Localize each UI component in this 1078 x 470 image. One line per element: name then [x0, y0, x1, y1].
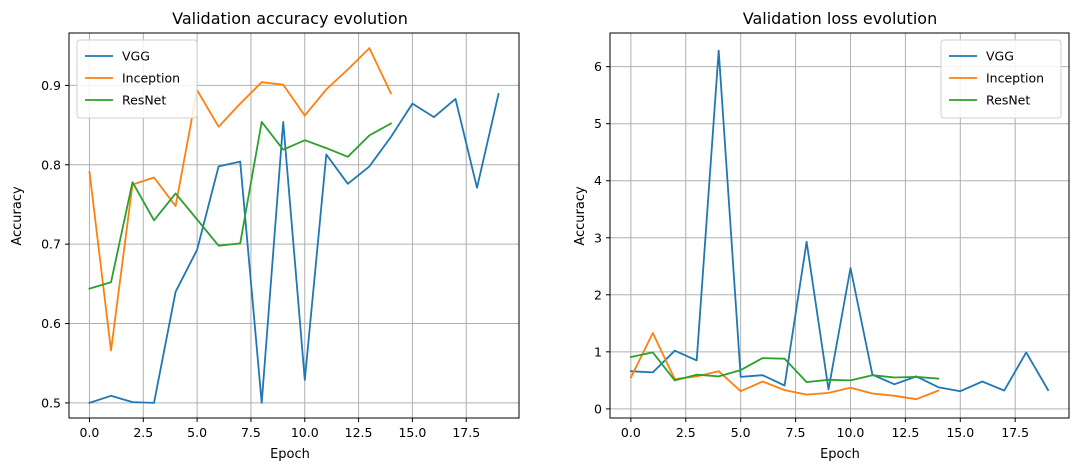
loss-x-ticks: 0.0 2.5 5.0 7.5 10.0 12.5 15.0 17.5: [621, 418, 1029, 440]
accuracy-series-vgg-line: [88, 93, 500, 405]
accuracy-series-resnet-line: [88, 121, 393, 290]
accuracy-y-tick-label: 0.9: [41, 78, 61, 93]
loss-legend-box: [940, 39, 1062, 119]
accuracy-x-tick-label: 0.0: [80, 425, 100, 440]
loss-y-tick-label: 1: [594, 344, 602, 359]
loss-chart: Validation loss evolution 0.0 2.5 5.0 7.5 10…: [573, 9, 1070, 462]
accuracy-chart-title: Validation accuracy evolution: [172, 9, 408, 28]
loss-legend: VGG Inception ResNet: [940, 39, 1062, 119]
loss-x-tick-label: 7.5: [786, 425, 806, 440]
accuracy-y-tick-label: 0.8: [41, 157, 61, 172]
loss-series-resnet-line: [629, 351, 940, 384]
loss-series-lines: [629, 49, 1050, 401]
loss-x-tick-label: 12.5: [891, 425, 919, 440]
accuracy-x-tick-label: 15.0: [398, 425, 426, 440]
loss-x-tick-label: 10.0: [837, 425, 865, 440]
accuracy-x-tick-label: 10.0: [291, 425, 319, 440]
accuracy-y-tick-label: 0.6: [41, 316, 61, 331]
accuracy-legend-label-vgg: VGG: [122, 49, 150, 64]
accuracy-x-ticks: 0.0 2.5 5.0 7.5 10.0 12.5 15.0 17.5: [80, 418, 480, 440]
loss-series-inception-line: [629, 332, 940, 401]
loss-grid: [610, 33, 1069, 418]
loss-legend-label-inception: Inception: [986, 71, 1044, 86]
loss-x-tick-label: 0.0: [621, 425, 641, 440]
loss-y-tick-label: 0: [594, 401, 602, 416]
loss-y-tick-label: 4: [594, 173, 602, 188]
loss-legend-label-vgg: VGG: [986, 49, 1014, 64]
accuracy-legend-label-inception: Inception: [122, 71, 180, 86]
loss-x-tick-label: 5.0: [731, 425, 751, 440]
accuracy-plot-frame: [68, 32, 520, 419]
loss-y-tick-label: 6: [594, 59, 602, 74]
loss-y-tick-label: 5: [594, 116, 602, 131]
accuracy-y-axis-label: Accuracy: [10, 186, 25, 246]
loss-plot-frame: [609, 32, 1070, 419]
accuracy-x-tick-label: 7.5: [241, 425, 261, 440]
loss-y-ticks: 0 1 2 3 4 5 6: [594, 59, 610, 416]
accuracy-y-tick-label: 0.5: [41, 395, 61, 410]
accuracy-y-ticks: 0.5 0.6 0.7 0.8 0.9: [41, 78, 69, 410]
accuracy-series-lines: [88, 47, 500, 405]
loss-legend-label-resnet: ResNet: [986, 93, 1030, 108]
accuracy-series-inception-line: [88, 47, 393, 352]
loss-y-tick-label: 3: [594, 230, 602, 245]
loss-series-vgg-line: [629, 49, 1050, 393]
loss-chart-title: Validation loss evolution: [743, 9, 937, 28]
accuracy-legend: VGG Inception ResNet: [76, 39, 198, 119]
accuracy-legend-label-resnet: ResNet: [122, 93, 166, 108]
loss-x-tick-label: 17.5: [1001, 425, 1029, 440]
accuracy-legend-box: [76, 39, 198, 119]
accuracy-x-tick-label: 12.5: [345, 425, 373, 440]
loss-y-tick-label: 2: [594, 287, 602, 302]
accuracy-chart: Validation accuracy evolution 0.0 2.5 5.0 7…: [10, 9, 520, 462]
accuracy-y-tick-label: 0.7: [41, 237, 61, 252]
accuracy-x-axis-label: Epoch: [270, 447, 310, 462]
loss-x-axis-label: Epoch: [820, 447, 860, 462]
accuracy-x-tick-label: 5.0: [187, 425, 207, 440]
accuracy-x-tick-label: 17.5: [452, 425, 480, 440]
loss-x-tick-label: 15.0: [946, 425, 974, 440]
accuracy-x-tick-label: 2.5: [133, 425, 153, 440]
loss-x-tick-label: 2.5: [676, 425, 696, 440]
loss-y-axis-label: Accuracy: [573, 186, 588, 246]
